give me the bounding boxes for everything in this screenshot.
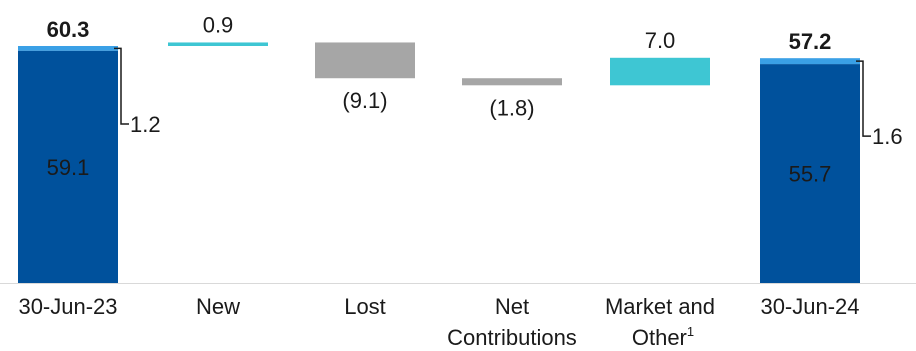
change-bar-3: [462, 78, 562, 86]
category-label-6-line-1: 30-Jun-24: [760, 294, 859, 319]
category-label-4-line-1: Net: [495, 294, 529, 319]
change-bar-4: [610, 57, 710, 86]
end-base-label: 55.7: [789, 162, 832, 187]
footnote-marker: 1: [687, 324, 694, 339]
end-base-bar: [760, 64, 860, 283]
change-label-2: (9.1): [342, 88, 387, 113]
change-label-4: 7.0: [645, 28, 676, 53]
category-label-2-line-1: New: [196, 294, 240, 319]
change-bar-2: [315, 42, 415, 79]
change-label-1: 0.9: [203, 12, 234, 37]
category-label-5-line-2: Other1: [632, 324, 694, 350]
category-label-4-line-2: Contributions: [447, 325, 577, 350]
start-base-bar: [18, 50, 118, 284]
start-leader-line: [114, 47, 129, 125]
category-label-5-line-1: Market and: [605, 294, 715, 319]
end-total-label: 57.2: [789, 29, 832, 54]
change-label-3: (1.8): [489, 95, 534, 120]
start-top-label: 1.2: [130, 112, 161, 137]
category-label-3-line-1: Lost: [344, 294, 386, 319]
start-base-label: 59.1: [47, 155, 90, 180]
category-label-1-line-1: 30-Jun-23: [18, 294, 117, 319]
start-total-label: 60.3: [47, 17, 90, 42]
change-bar-1: [168, 42, 268, 46]
start-top-bar: [18, 46, 118, 51]
end-top-bar: [760, 58, 860, 65]
end-top-label: 1.6: [872, 124, 903, 149]
end-leader-line: [856, 60, 871, 137]
